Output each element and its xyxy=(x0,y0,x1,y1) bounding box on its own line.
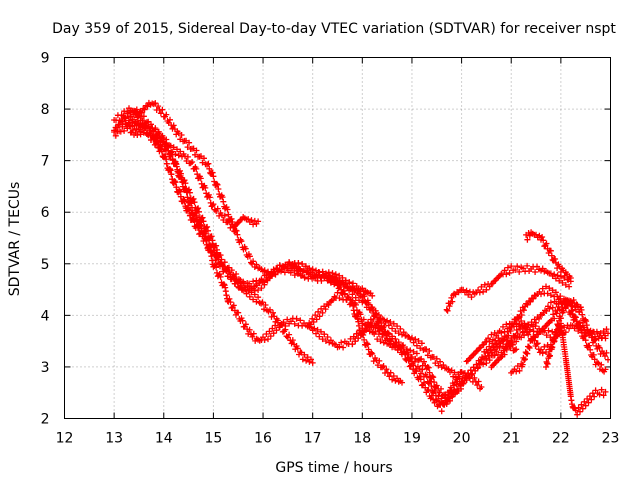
y-tick-label: 7 xyxy=(41,154,50,170)
y-tick-label: 3 xyxy=(41,360,50,376)
y-tick-label: 8 xyxy=(41,102,50,118)
x-tick-label: 14 xyxy=(155,431,173,447)
x-tick-label: 12 xyxy=(56,431,74,447)
x-tick-label: 18 xyxy=(353,431,371,447)
x-tick-label: 19 xyxy=(403,431,421,447)
y-tick-label: 4 xyxy=(41,308,50,324)
x-tick-label: 23 xyxy=(602,431,620,447)
x-tick-label: 15 xyxy=(204,431,222,447)
x-axis-label: GPS time / hours xyxy=(275,460,392,476)
y-axis-label: SDTVAR / TECUs xyxy=(7,182,23,297)
y-tick-label: 9 xyxy=(41,51,50,67)
y-tick-label: 2 xyxy=(41,412,50,428)
x-tick-label: 22 xyxy=(552,431,570,447)
y-tick-label: 6 xyxy=(41,205,50,221)
x-tick-label: 13 xyxy=(105,431,123,447)
sdtvar-chart: Day 359 of 2015, Sidereal Day-to-day VTE… xyxy=(0,0,640,480)
chart-title: Day 359 of 2015, Sidereal Day-to-day VTE… xyxy=(52,21,616,37)
x-tick-label: 21 xyxy=(502,431,520,447)
x-tick-label: 20 xyxy=(453,431,471,447)
x-tick-label: 17 xyxy=(304,431,322,447)
x-tick-label: 16 xyxy=(254,431,272,447)
y-tick-label: 5 xyxy=(41,257,50,273)
